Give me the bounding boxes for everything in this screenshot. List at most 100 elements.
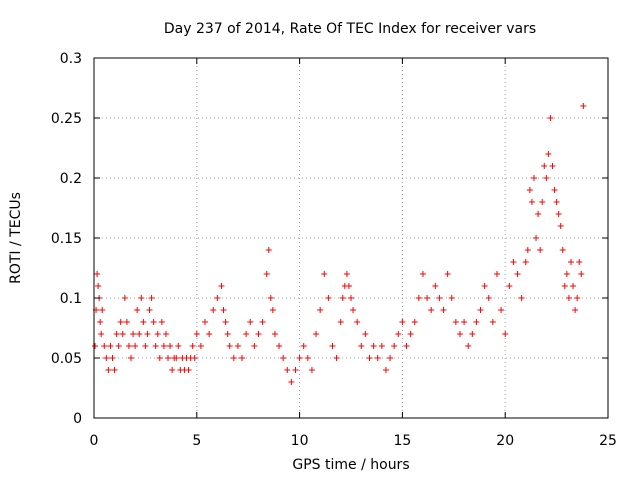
data-point [193, 331, 200, 337]
data-point [354, 319, 361, 325]
data-point [130, 331, 137, 337]
data-point [477, 307, 484, 313]
data-point [222, 319, 229, 325]
data-point [276, 343, 283, 349]
data-point [263, 271, 270, 277]
data-point [510, 259, 517, 265]
data-point [94, 271, 101, 277]
data-point [226, 343, 233, 349]
data-point [524, 247, 531, 253]
y-axis-ticks: 0 0.05 0.1 0.15 0.2 0.25 0.3 [51, 51, 608, 427]
data-point [362, 331, 369, 337]
data-point [292, 367, 299, 373]
data-point [152, 343, 159, 349]
gridlines [94, 58, 608, 418]
data-point [553, 199, 560, 205]
data-point [578, 271, 585, 277]
y-tick-label: 0.25 [51, 111, 82, 127]
data-point [280, 355, 287, 361]
data-point [95, 283, 102, 289]
data-point [115, 343, 122, 349]
data-point [160, 343, 167, 349]
data-point [576, 259, 583, 265]
data-point [98, 331, 105, 337]
data-point [387, 355, 394, 361]
data-point [304, 355, 311, 361]
data-point [169, 367, 176, 373]
data-point [103, 355, 110, 361]
data-point [189, 343, 196, 349]
data-point [432, 283, 439, 289]
data-point [224, 331, 231, 337]
data-point [142, 343, 149, 349]
data-point [561, 283, 568, 289]
x-tick-label: 15 [393, 433, 411, 449]
data-point [343, 271, 350, 277]
data-point [440, 307, 447, 313]
data-point [456, 331, 463, 337]
data-point [97, 319, 104, 325]
data-point [506, 283, 513, 289]
data-point [533, 235, 540, 241]
data-point [473, 319, 480, 325]
data-point [107, 343, 114, 349]
data-point [493, 271, 500, 277]
x-tick-label: 5 [192, 433, 201, 449]
data-point [288, 379, 295, 385]
data-point [269, 307, 276, 313]
data-point [296, 355, 303, 361]
data-point [109, 355, 116, 361]
x-tick-label: 10 [291, 433, 309, 449]
data-point [530, 175, 537, 181]
data-point [337, 319, 344, 325]
data-point [185, 367, 192, 373]
data-point [206, 331, 213, 337]
data-point [559, 247, 566, 253]
data-point [543, 175, 550, 181]
data-point [399, 319, 406, 325]
data-point [541, 163, 548, 169]
data-point [370, 343, 377, 349]
data-point [374, 355, 381, 361]
data-point [436, 295, 443, 301]
data-point [313, 331, 320, 337]
data-point [191, 355, 198, 361]
data-point [419, 271, 426, 277]
y-tick-label: 0.15 [51, 231, 82, 247]
data-point [514, 271, 521, 277]
data-point [522, 259, 529, 265]
data-point [528, 199, 535, 205]
data-point [267, 295, 274, 301]
data-point [395, 331, 402, 337]
data-point [271, 331, 278, 337]
data-point [325, 295, 332, 301]
data-point [300, 343, 307, 349]
data-point [247, 319, 254, 325]
data-point [156, 355, 163, 361]
data-point [308, 367, 315, 373]
data-point [99, 307, 106, 313]
data-point [123, 319, 130, 325]
data-point [111, 367, 118, 373]
x-tick-label: 0 [90, 433, 99, 449]
data-point [526, 187, 533, 193]
data-point [339, 295, 346, 301]
data-point [234, 343, 241, 349]
data-point [251, 343, 258, 349]
data-point [547, 115, 554, 121]
data-point [255, 331, 262, 337]
data-point [551, 187, 558, 193]
data-point [138, 295, 145, 301]
data-point [428, 307, 435, 313]
data-point [452, 319, 459, 325]
data-point [481, 283, 488, 289]
data-point [105, 367, 112, 373]
data-point [469, 331, 476, 337]
data-point [284, 367, 291, 373]
data-point [329, 343, 336, 349]
chart-title: Day 237 of 2014, Rate Of TEC Index for r… [164, 21, 536, 37]
data-point [333, 355, 340, 361]
data-point [518, 295, 525, 301]
data-point [162, 331, 169, 337]
